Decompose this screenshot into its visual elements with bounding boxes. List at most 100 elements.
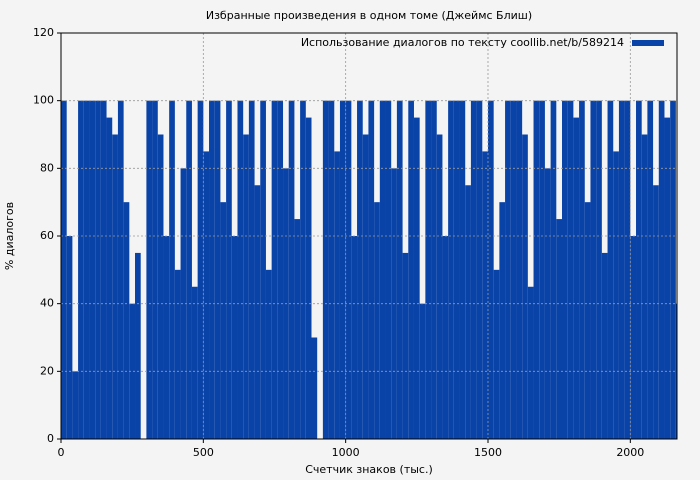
bar bbox=[186, 100, 192, 440]
bar bbox=[408, 100, 414, 440]
bar bbox=[505, 100, 511, 440]
chart-title: Избранные произведения в одном томе (Дже… bbox=[206, 9, 532, 22]
bar bbox=[322, 100, 329, 440]
bar bbox=[584, 202, 591, 439]
bar bbox=[590, 100, 597, 440]
x-tick-label: 0 bbox=[58, 446, 65, 459]
bar bbox=[226, 100, 232, 440]
bar bbox=[630, 236, 637, 439]
bar bbox=[539, 100, 545, 440]
bar bbox=[305, 117, 312, 439]
bar bbox=[328, 100, 335, 440]
legend-label: Использование диалогов по тексту coollib… bbox=[301, 36, 624, 49]
bar bbox=[72, 371, 79, 439]
bar bbox=[636, 100, 642, 440]
bar bbox=[95, 100, 101, 440]
y-tick-label: 120 bbox=[33, 26, 54, 39]
bar bbox=[442, 236, 449, 439]
bar bbox=[482, 151, 488, 439]
bar bbox=[311, 337, 318, 439]
bar bbox=[533, 100, 540, 440]
bar bbox=[379, 100, 386, 440]
bar bbox=[448, 100, 454, 440]
y-tick-label: 40 bbox=[40, 297, 54, 310]
bar bbox=[345, 100, 352, 440]
bar bbox=[362, 134, 369, 439]
bar bbox=[277, 100, 284, 440]
bar bbox=[550, 100, 557, 440]
bar bbox=[180, 168, 187, 440]
bar bbox=[237, 100, 244, 440]
bar bbox=[106, 117, 113, 439]
bar bbox=[271, 100, 278, 440]
bar bbox=[596, 100, 602, 440]
bar bbox=[66, 236, 73, 439]
bar bbox=[544, 168, 551, 440]
bar bbox=[624, 100, 631, 440]
x-tick-label: 1000 bbox=[332, 446, 360, 459]
bar bbox=[476, 100, 483, 440]
bar bbox=[453, 100, 460, 440]
bar bbox=[100, 100, 107, 440]
bar bbox=[579, 100, 585, 440]
bar bbox=[89, 100, 96, 440]
bar bbox=[396, 100, 403, 440]
bar bbox=[191, 286, 198, 439]
bar bbox=[169, 100, 175, 440]
bar bbox=[339, 100, 346, 440]
bar bbox=[675, 303, 677, 439]
bar bbox=[499, 202, 506, 439]
legend-swatch bbox=[632, 40, 664, 46]
bar bbox=[129, 303, 136, 439]
bar bbox=[425, 100, 432, 440]
y-tick-label: 0 bbox=[47, 432, 54, 445]
bar bbox=[146, 100, 153, 440]
bar bbox=[197, 100, 204, 440]
bar bbox=[431, 100, 437, 440]
bar bbox=[231, 236, 238, 439]
bar bbox=[527, 286, 534, 439]
bar bbox=[573, 117, 580, 439]
y-tick-label: 60 bbox=[40, 229, 54, 242]
bar bbox=[334, 151, 340, 439]
bar bbox=[260, 100, 266, 440]
bar bbox=[135, 252, 141, 439]
bar bbox=[561, 100, 568, 440]
bar bbox=[214, 100, 221, 440]
bar bbox=[641, 134, 648, 439]
y-tick-label: 20 bbox=[40, 364, 54, 377]
bar bbox=[152, 100, 158, 440]
x-tick-label: 500 bbox=[193, 446, 214, 459]
bar bbox=[618, 100, 625, 440]
bar bbox=[653, 185, 659, 439]
bar bbox=[209, 100, 215, 440]
bar bbox=[459, 100, 466, 440]
bar bbox=[402, 252, 409, 439]
bar bbox=[664, 117, 671, 439]
bar bbox=[510, 100, 517, 440]
bar bbox=[300, 100, 306, 440]
bar bbox=[487, 100, 494, 440]
bar bbox=[670, 100, 676, 440]
bar bbox=[607, 100, 614, 440]
bar bbox=[123, 202, 130, 439]
bar bbox=[203, 151, 210, 439]
bar bbox=[83, 100, 90, 440]
bar bbox=[254, 185, 261, 439]
y-axis-label: % диалогов bbox=[3, 202, 16, 270]
bar bbox=[351, 236, 358, 439]
bar bbox=[248, 100, 255, 440]
x-tick-label: 2000 bbox=[616, 446, 644, 459]
bar bbox=[493, 269, 500, 439]
bar bbox=[647, 100, 654, 440]
bar bbox=[522, 134, 528, 439]
bar bbox=[174, 269, 181, 439]
bar bbox=[413, 117, 420, 439]
bar bbox=[368, 100, 375, 440]
plot-frame bbox=[60, 32, 678, 440]
bar bbox=[78, 100, 84, 440]
bar bbox=[220, 202, 227, 439]
bar bbox=[658, 100, 665, 440]
bar bbox=[61, 100, 67, 440]
